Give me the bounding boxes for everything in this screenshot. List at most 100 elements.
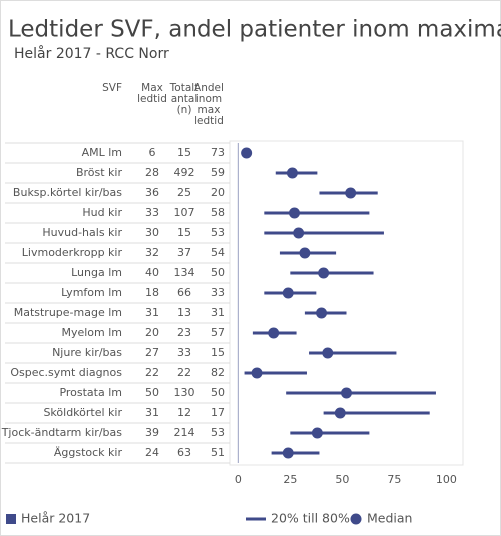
median-dot [288,207,300,219]
median-dot [311,427,323,439]
category-label: Tjock-ändtarm kir/bas [1,426,123,439]
andel: 82 [211,366,225,379]
median-dot [251,367,263,379]
totalt-antal: 134 [174,266,195,279]
legend-swatch [6,514,16,524]
legend-label: 20% till 80% [271,511,350,526]
andel: 15 [211,346,225,359]
x-tick-label: 0 [235,473,242,486]
max-ledtid: 40 [145,266,159,279]
category-label: Huvud-hals kir [42,226,122,239]
andel: 57 [211,326,225,339]
max-ledtid: 50 [145,386,159,399]
median-dot [318,267,330,279]
totalt-antal: 25 [177,186,191,199]
andel: 33 [211,286,225,299]
category-label: Hud kir [82,206,122,219]
category-label: Livmoderkropp kir [22,246,123,259]
median-dot [282,287,294,299]
max-ledtid: 30 [145,226,159,239]
category-label: Lunga lm [71,266,122,279]
column-header: SVF [102,82,122,94]
median-dot [293,227,305,239]
x-tick-label: 50 [335,473,349,486]
column-header: antal [171,93,198,105]
totalt-antal: 66 [177,286,191,299]
x-tick-label: 75 [387,473,401,486]
totalt-antal: 492 [174,166,195,179]
totalt-antal: 214 [174,426,195,439]
category-label: Äggstock kir [54,446,123,459]
category-label: Prostata lm [59,386,122,399]
totalt-antal: 37 [177,246,191,259]
max-ledtid: 36 [145,186,159,199]
column-header: inom [196,93,222,105]
andel: 54 [211,246,225,259]
median-dot [241,147,253,159]
category-label: Bröst kir [76,166,123,179]
andel: 53 [211,426,225,439]
andel: 59 [211,166,225,179]
totalt-antal: 15 [177,146,191,159]
category-label: AML lm [82,146,122,159]
andel: 50 [211,266,225,279]
max-ledtid: 31 [145,306,159,319]
max-ledtid: 39 [145,426,159,439]
column-header: ledtid [194,115,224,127]
totalt-antal: 107 [174,206,195,219]
max-ledtid: 22 [145,366,159,379]
andel: 53 [211,226,225,239]
totalt-antal: 23 [177,326,191,339]
median-dot [341,387,352,399]
max-ledtid: 33 [145,206,159,219]
totalt-antal: 63 [177,446,191,459]
totalt-antal: 22 [177,366,191,379]
totalt-antal: 15 [177,226,191,239]
legend-label: Helår 2017 [21,511,90,526]
totalt-antal: 33 [177,346,191,359]
column-header: Max [141,82,163,94]
andel: 51 [211,446,225,459]
legend-label: Median [367,511,412,526]
category-label: Ospec.symt diagnos [10,366,122,379]
andel: 50 [211,386,225,399]
chart-subtitle: Helår 2017 - RCC Norr [14,45,169,62]
median-dot [345,187,357,199]
totalt-antal: 130 [174,386,195,399]
category-label: Matstrupe-mage lm [14,306,122,319]
max-ledtid: 6 [149,146,156,159]
max-ledtid: 28 [145,166,159,179]
andel: 73 [211,146,225,159]
andel: 31 [211,306,225,319]
andel: 17 [211,406,225,419]
category-label: Njure kir/bas [52,346,122,359]
max-ledtid: 24 [145,446,159,459]
median-dot [282,447,294,459]
chart-title: Ledtider SVF, andel patienter inom maxim… [8,17,501,43]
max-ledtid: 20 [145,326,159,339]
max-ledtid: 18 [145,286,159,299]
category-label: Myelom lm [61,326,122,339]
andel: 58 [211,206,225,219]
median-dot [268,327,280,339]
legend-swatch [350,513,362,525]
median-dot [334,407,346,419]
category-label: Buksp.körtel kir/bas [13,186,122,199]
column-header: max [198,104,221,116]
x-tick-label: 25 [283,473,297,486]
median-dot [286,167,298,179]
column-header: Andel [194,82,224,94]
max-ledtid: 32 [145,246,159,259]
column-header: ledtid [137,93,167,105]
median-dot [316,307,328,319]
totalt-antal: 13 [177,306,191,319]
category-label: Sköldkörtel kir [43,406,122,419]
category-label: Lymfom lm [61,286,122,299]
column-header: Totalt [169,82,199,94]
andel: 20 [211,186,225,199]
totalt-antal: 12 [177,406,191,419]
max-ledtid: 27 [145,346,159,359]
x-tick-label: 100 [436,473,457,486]
